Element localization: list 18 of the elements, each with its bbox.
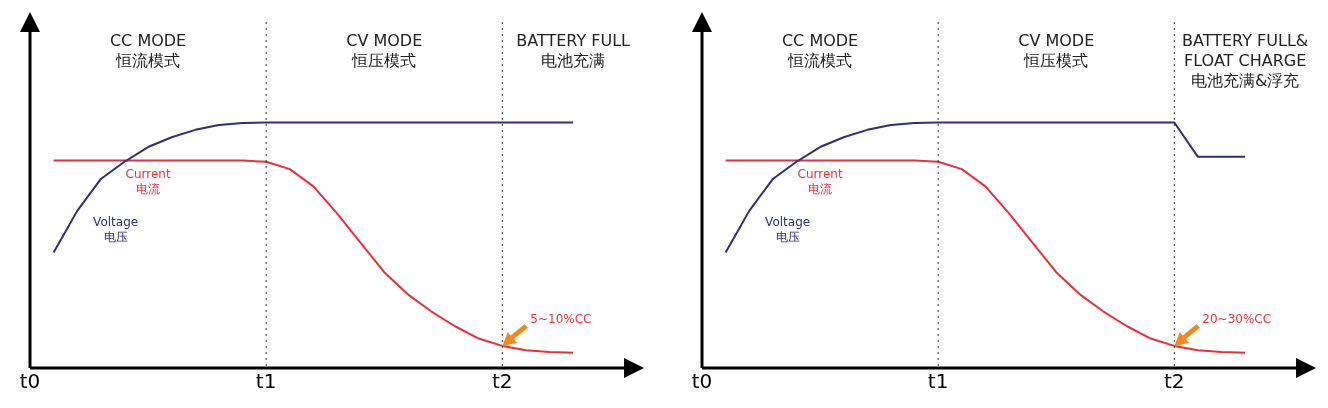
text: CC MODE 恒流模式 <box>109 31 187 71</box>
series-label: Voltage 电压 <box>93 214 139 244</box>
series-label: Current 电流 <box>125 166 171 196</box>
text: BATTERY FULL 电池充满 <box>516 31 631 71</box>
x-tick-label: t0 <box>19 369 41 394</box>
text: BATTERY FULL& FLOAT CHARGE 电池充满&浮充 <box>1182 31 1309 91</box>
text: CC MODE 恒流模式 <box>781 31 859 71</box>
series-label: Current 电流 <box>797 166 843 196</box>
x-tick-label: t1 <box>927 369 949 394</box>
x-tick-label: t0 <box>691 369 713 394</box>
annotation: 5~10%CC <box>530 312 592 327</box>
x-tick-label: t2 <box>1164 369 1185 394</box>
text: CV MODE 恒压模式 <box>1018 31 1095 71</box>
text: CV MODE 恒压模式 <box>346 31 423 71</box>
x-tick-label: t2 <box>492 369 513 394</box>
annotation: 20~30%CC <box>1202 312 1272 327</box>
x-tick-label: t1 <box>255 369 277 394</box>
series-label: Voltage 电压 <box>765 214 811 244</box>
